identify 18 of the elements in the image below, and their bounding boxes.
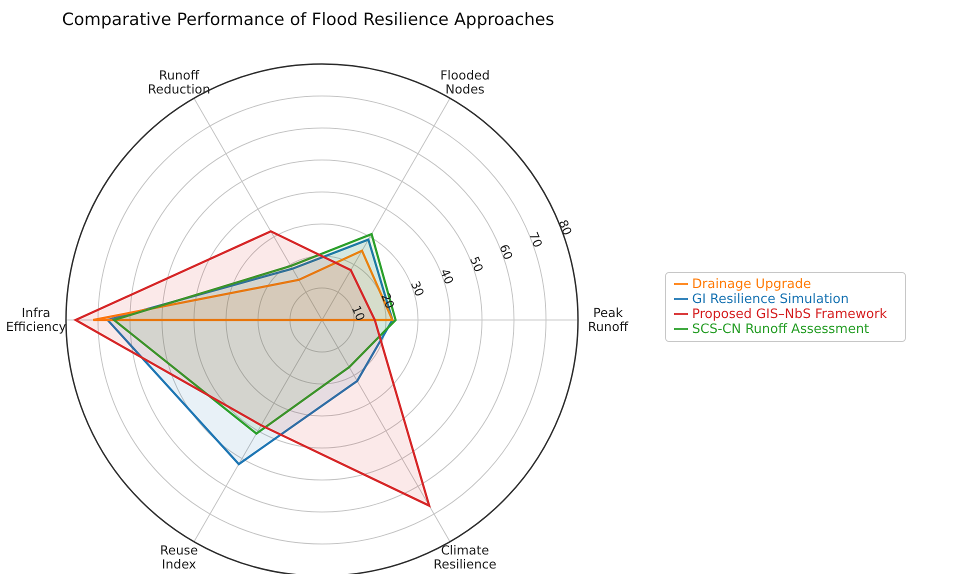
spoke-label: Peak Runoff	[588, 305, 628, 334]
y-tick-label: 30	[408, 279, 427, 299]
legend-label: Proposed GIS–NbS Framework	[692, 307, 887, 322]
y-tick-label: 40	[437, 266, 456, 286]
legend-label: Drainage Upgrade	[692, 277, 812, 292]
spoke-label: Runoff Reduction	[148, 68, 210, 97]
y-tick-label: 10	[348, 304, 368, 324]
chart-title: Comparative Performance of Flood Resilience Approaches	[62, 10, 554, 30]
y-tick-label: 70	[526, 230, 545, 250]
legend-label: GI Resilience Simulation	[692, 292, 849, 307]
y-tick-label: 50	[467, 254, 486, 274]
spoke-label: Flooded Nodes	[440, 68, 490, 97]
y-tick-label: 60	[496, 242, 516, 262]
spoke-label: Reuse Index	[160, 542, 198, 572]
y-tick-label: 80	[556, 218, 575, 238]
spoke-label: Climate Resilience	[434, 542, 497, 572]
legend-label: SCS-CN Runoff Assessment	[692, 322, 870, 337]
y-tick-label: 20	[378, 291, 398, 311]
